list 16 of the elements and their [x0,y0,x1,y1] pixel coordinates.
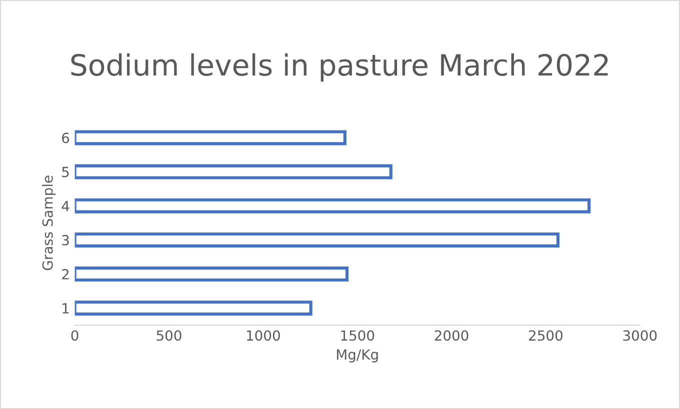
x-tick-label: 0 [71,330,78,341]
y-tick-label: 6 [62,132,70,144]
x-tick-label: 1500 [341,330,374,341]
x-tick-label: 2500 [529,330,562,341]
y-tick-label: 2 [62,269,69,280]
y-axis-title: Grass Sample [42,176,56,270]
y-tick-label: 5 [62,166,69,178]
x-tick-label: 500 [156,330,182,341]
y-tick-label: 3 [62,234,69,246]
y-tick-label: 1 [62,303,69,314]
y-tick-label: 4 [62,201,70,212]
x-tick-label: 3000 [623,330,657,341]
x-axis-title: Mg/Kg [337,349,378,362]
x-tick-label: 1000 [247,330,280,341]
x-tick-label: 2000 [434,330,468,341]
chart-title: Sodium levels in pasture March 2022 [71,53,608,82]
